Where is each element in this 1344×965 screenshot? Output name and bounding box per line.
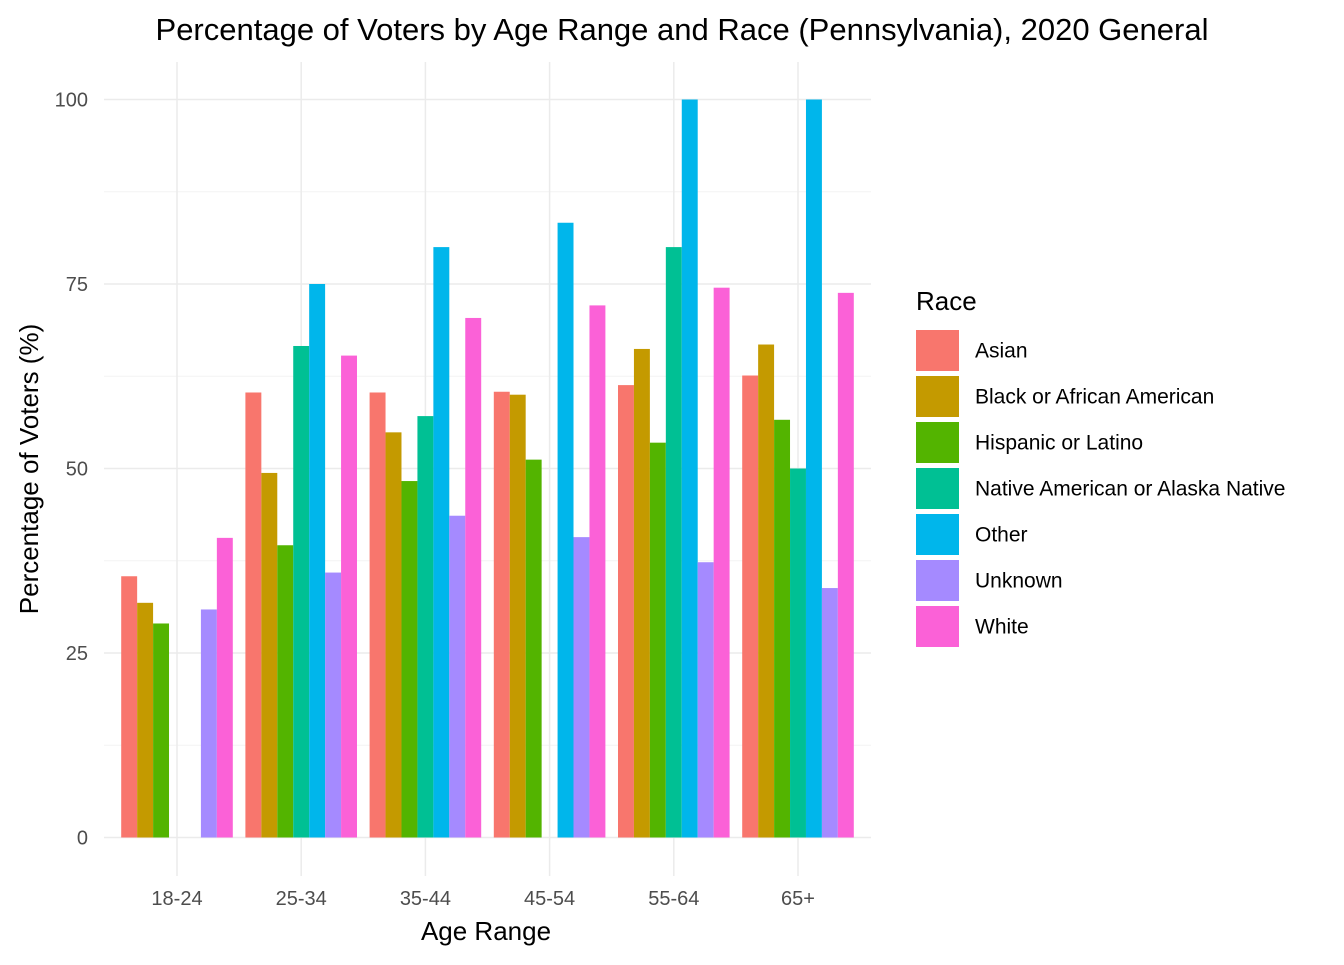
x-tick-label: 55-64: [648, 888, 699, 910]
legend-label: Unknown: [975, 570, 1063, 593]
legend-label: Other: [975, 524, 1028, 547]
bar-white-55-64: [713, 287, 730, 838]
bar-unknown-25-34: [325, 572, 342, 838]
legend-key: [916, 330, 959, 371]
legend-key: [916, 514, 959, 555]
bar-black-or-african-american-45-54: [509, 394, 526, 838]
x-tick-label: 18-24: [151, 888, 202, 910]
legend-key: [916, 606, 959, 647]
bar-asian-35-44: [369, 392, 386, 838]
y-tick-label: 50: [66, 459, 88, 481]
x-tick-label: 35-44: [400, 888, 451, 910]
x-axis-ticks: 18-24 25-34 35-44 45-54 55-64 65+: [151, 888, 815, 910]
x-tick-label: 45-54: [524, 888, 575, 910]
bar-black-or-african-american-25-34: [261, 472, 278, 838]
bar-native-american-or-alaska-native-65+: [790, 468, 806, 838]
bar-black-or-african-american-18-24: [137, 602, 154, 838]
bar-hispanic-or-latino-35-44: [401, 481, 418, 838]
bar-unknown-55-64: [697, 562, 714, 838]
bars: [121, 99, 854, 838]
bar-other-35-44: [433, 247, 450, 838]
legend-key: [916, 376, 959, 417]
y-tick-label: 75: [66, 274, 88, 296]
bar-white-35-44: [465, 317, 482, 838]
bar-asian-18-24: [121, 576, 138, 838]
bar-white-65+: [837, 292, 854, 838]
bar-hispanic-or-latino-25-34: [277, 545, 294, 838]
bar-black-or-african-american-55-64: [633, 348, 650, 838]
bar-black-or-african-american-65+: [758, 344, 775, 838]
bar-native-american-or-alaska-native-25-34: [293, 345, 310, 838]
y-axis-ticks: 0 25 50 75 100: [55, 90, 88, 850]
bar-black-or-african-american-35-44: [385, 432, 402, 838]
bar-asian-45-54: [493, 391, 510, 838]
bar-hispanic-or-latino-55-64: [649, 442, 666, 838]
legend-items: Asian Black or African American Hispanic o…: [916, 330, 1285, 647]
bar-white-18-24: [216, 537, 233, 838]
y-tick-label: 0: [77, 828, 88, 850]
bar-unknown-18-24: [200, 609, 217, 838]
legend: Race Asian Black or African American Hispa…: [916, 286, 1285, 647]
bar-hispanic-or-latino-65+: [774, 419, 791, 838]
x-tick-label: 65+: [781, 888, 815, 910]
legend-key: [916, 468, 959, 509]
legend-label: Asian: [975, 340, 1028, 363]
legend-label: Native American or Alaska Native: [975, 478, 1285, 501]
legend-label: Hispanic or Latino: [975, 432, 1143, 455]
bar-native-american-or-alaska-native-55-64: [665, 247, 682, 838]
y-tick-label: 100: [55, 90, 88, 112]
bar-other-65+: [805, 99, 822, 838]
legend-title: Race: [916, 286, 977, 316]
y-tick-label: 25: [66, 643, 88, 665]
bar-asian-25-34: [245, 392, 262, 838]
bar-white-45-54: [589, 305, 606, 838]
bar-other-45-54: [557, 222, 574, 838]
bar-unknown-65+: [821, 588, 838, 838]
bar-native-american-or-alaska-native-35-44: [417, 416, 434, 838]
y-axis-title: Percentage of Voters (%): [14, 324, 44, 614]
bar-other-25-34: [309, 284, 326, 838]
bar-unknown-45-54: [573, 537, 590, 838]
bar-asian-55-64: [618, 385, 634, 838]
bar-hispanic-or-latino-45-54: [525, 459, 542, 838]
bar-white-25-34: [341, 355, 357, 838]
chart-title: Percentage of Voters by Age Range and Ra…: [156, 12, 1209, 47]
legend-key: [916, 422, 959, 463]
legend-key: [916, 560, 959, 601]
legend-label: Black or African American: [975, 386, 1214, 409]
bar-unknown-35-44: [449, 515, 466, 838]
bar-hispanic-or-latino-18-24: [153, 623, 170, 838]
bar-other-55-64: [681, 99, 698, 838]
legend-label: White: [975, 616, 1029, 639]
bar-asian-65+: [742, 375, 759, 838]
x-axis-title: Age Range: [421, 916, 551, 946]
x-tick-label: 25-34: [276, 888, 327, 910]
